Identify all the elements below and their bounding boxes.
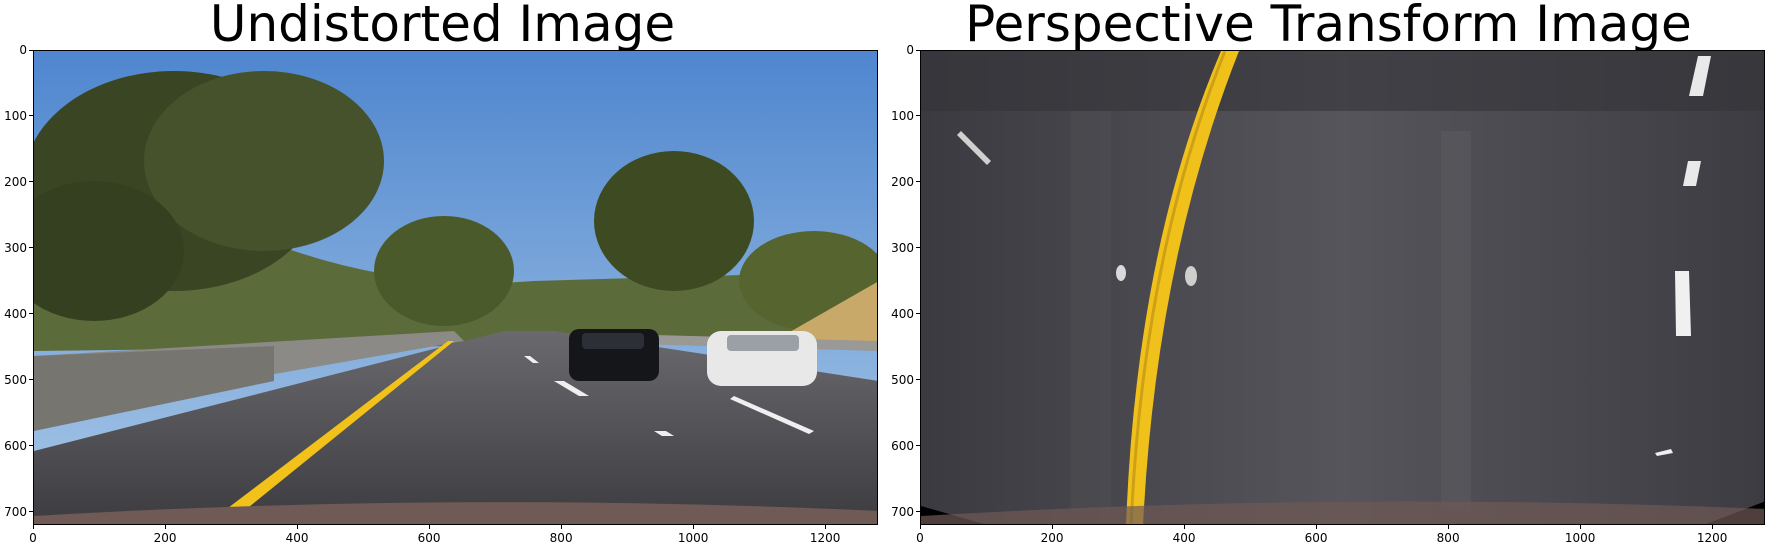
x-tick-label: 0 [29, 531, 37, 545]
x-tick-mark [1183, 525, 1185, 529]
y-tick-label: 100 [891, 108, 914, 123]
y-tick-mark [916, 115, 920, 117]
right-image-axes [920, 50, 1765, 525]
y-tick-label: 0 [19, 43, 27, 57]
y-tick-mark [29, 511, 33, 513]
x-tick-label: 400 [285, 531, 309, 545]
y-tick-mark [29, 379, 33, 381]
x-tick-mark [296, 525, 298, 529]
y-tick-label: 100 [4, 108, 27, 123]
x-tick-mark [919, 525, 921, 529]
y-tick-mark [29, 247, 33, 249]
left-panel: Undistorted Image [0, 0, 885, 549]
x-tick-label: 400 [1172, 531, 1196, 545]
y-tick-mark [916, 445, 920, 447]
x-tick-mark [1315, 525, 1317, 529]
x-tick-label: 1200 [809, 531, 841, 545]
x-tick-label: 200 [1040, 531, 1064, 545]
x-tick-mark [692, 525, 694, 529]
y-tick-mark [916, 511, 920, 513]
y-tick-mark [916, 379, 920, 381]
y-tick-mark [29, 445, 33, 447]
x-tick-label: 1000 [1564, 531, 1596, 545]
y-tick-label: 500 [891, 372, 914, 387]
y-tick-mark [29, 115, 33, 117]
x-tick-label: 600 [1304, 531, 1328, 545]
highway-road-scene-image [34, 51, 877, 524]
y-tick-label: 300 [4, 240, 27, 255]
y-tick-mark [916, 181, 920, 183]
y-tick-label: 600 [4, 438, 27, 453]
x-tick-mark [1051, 525, 1053, 529]
y-tick-mark [916, 49, 920, 51]
y-tick-label: 400 [891, 306, 914, 321]
x-tick-label: 200 [153, 531, 177, 545]
x-tick-mark [1447, 525, 1449, 529]
y-tick-label: 700 [891, 504, 914, 519]
left-panel-title: Undistorted Image [209, 0, 676, 53]
birds-eye-lane-image [921, 51, 1764, 524]
y-tick-label: 200 [4, 174, 27, 189]
x-tick-label: 600 [417, 531, 441, 545]
left-image-axes [33, 50, 878, 525]
y-tick-label: 600 [891, 438, 914, 453]
y-tick-mark [29, 181, 33, 183]
x-tick-label: 800 [549, 531, 573, 545]
y-tick-label: 400 [4, 306, 27, 321]
x-tick-mark [428, 525, 430, 529]
x-tick-mark [824, 525, 826, 529]
y-tick-label: 200 [891, 174, 914, 189]
x-tick-label: 1000 [677, 531, 709, 545]
x-tick-label: 1200 [1696, 531, 1728, 545]
y-tick-label: 300 [891, 240, 914, 255]
x-tick-label: 800 [1436, 531, 1460, 545]
y-tick-mark [916, 313, 920, 315]
x-tick-mark [1711, 525, 1713, 529]
y-tick-label: 0 [906, 43, 914, 57]
x-tick-mark [32, 525, 34, 529]
x-tick-mark [164, 525, 166, 529]
x-tick-mark [1579, 525, 1581, 529]
y-tick-mark [916, 247, 920, 249]
x-tick-label: 0 [916, 531, 924, 545]
x-tick-mark [560, 525, 562, 529]
y-tick-label: 500 [4, 372, 27, 387]
y-tick-mark [29, 49, 33, 51]
y-tick-mark [29, 313, 33, 315]
y-tick-label: 700 [4, 504, 27, 519]
right-panel: Perspective Transform Image [886, 0, 1771, 549]
right-panel-title: Perspective Transform Image [965, 0, 1692, 53]
